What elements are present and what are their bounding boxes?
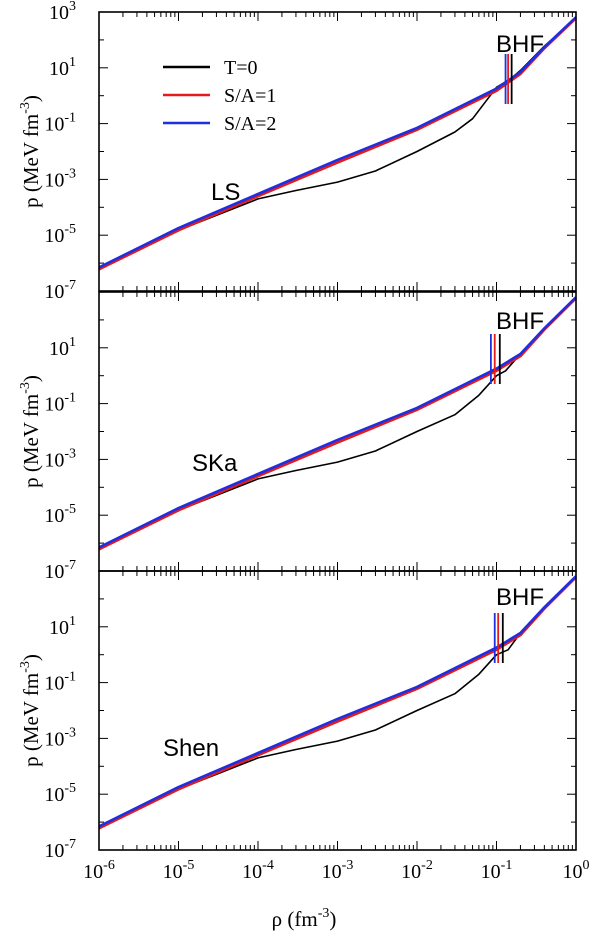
y-axis-label: p (MeV fm-3) [18,95,43,208]
y-tick-label: 10-5 [44,502,76,527]
y-tick-label: 10-1 [44,391,76,416]
y-tick-label: 10-7 [44,278,76,303]
series-line-sa2 [98,575,577,828]
panel-label: Shen [163,735,219,762]
panels-group: 10-7 10-5 10-3 10-1 101 103 p (MeV fm-3) BHF LS T… [18,0,590,883]
x-tick-label: 10-1 [481,858,513,883]
series-line-sa2 [98,16,577,269]
y-tick-label: 10-7 [44,837,76,862]
x-tick-label: 10-4 [242,858,274,883]
y-tick-label: 101 [49,335,76,360]
panel-label: LS [211,179,240,206]
legend-label: T=0 [224,57,258,79]
x-axis-label: ρ (fm-3) [272,906,337,931]
bhf-annotation: BHF [496,308,544,335]
plot-frame [98,570,577,851]
y-tick-label: 103 [49,0,76,24]
panel-label: SKa [192,450,238,477]
y-axis-label: p (MeV fm-3) [18,375,43,488]
bhf-annotation: BHF [496,584,544,611]
y-tick-label: 10-7 [44,558,76,583]
x-tick-label: 10-3 [322,858,354,883]
y-tick-label: 101 [49,614,76,639]
plot-frame [98,11,577,292]
panel-shen: 10-7 10-5 10-3 10-1 101 10-6 10-5 10-4 10-3 10-2 1… [18,570,590,883]
y-tick-label: 10-3 [44,725,76,750]
y-tick-label: 10-5 [44,781,76,806]
y-tick-label: 10-5 [44,222,76,247]
x-tick-label: 10-5 [163,858,195,883]
bhf-annotation: BHF [496,31,544,58]
legend-label: S/A=2 [224,113,276,135]
y-tick-label: 10-3 [44,446,76,471]
y-tick-label: 10-3 [44,166,76,191]
legend-label: S/A=1 [224,85,276,107]
panel-ls: 10-7 10-5 10-3 10-1 101 103 p (MeV fm-3) BHF LS T… [18,0,577,303]
y-axis-label: p (MeV fm-3) [18,654,43,767]
x-tick-label: 10-6 [83,858,115,883]
x-tick-label: 10-2 [401,858,433,883]
x-tick-label: 100 [563,858,590,883]
y-tick-label: 10-1 [44,111,76,136]
y-tick-label: 101 [49,55,76,80]
y-tick-label: 10-1 [44,670,76,695]
series-line-sa2 [98,296,577,549]
